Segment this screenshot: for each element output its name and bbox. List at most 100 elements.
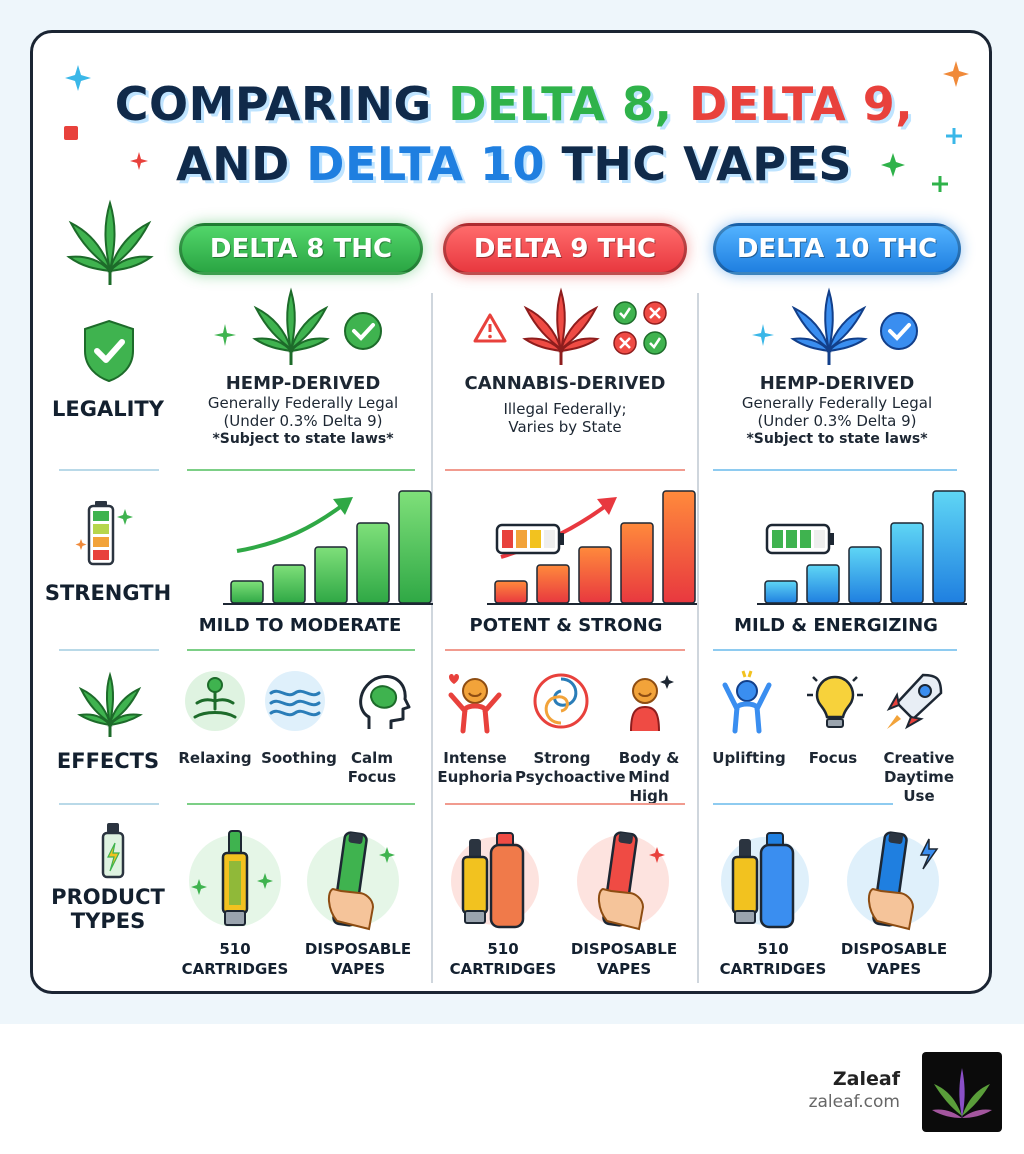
battery-cell xyxy=(814,530,825,548)
swirl-icon xyxy=(533,673,589,729)
sparkle-icon xyxy=(65,65,91,91)
product-label: DISPOSABLE VAPES xyxy=(304,940,412,978)
plus-decoration-icon xyxy=(932,176,948,192)
meditation-icon xyxy=(185,671,245,731)
cannabis-leaf-icon xyxy=(66,199,154,285)
strength-chart-delta-9 xyxy=(487,490,697,605)
disposable-vape-icon xyxy=(307,831,399,931)
strength-bar xyxy=(272,564,306,604)
rocket-icon xyxy=(886,673,943,730)
legality-text-delta-9: CANNABIS-DERIVED Illegal Federally; Vari… xyxy=(445,373,685,436)
strength-label-delta-10: MILD & ENERGIZING xyxy=(734,615,938,636)
sparkle-icon xyxy=(943,61,969,87)
battery-cap xyxy=(829,533,834,545)
product-label: 510 CARTRIDGES xyxy=(449,940,557,978)
sparkle-icon xyxy=(881,153,905,177)
row-divider xyxy=(445,803,685,805)
uplifting-person-icon xyxy=(722,670,772,734)
sparkle-icon xyxy=(130,152,148,170)
effect-label: Strong Psychoactive xyxy=(515,749,626,786)
cannabis-leaf-icon xyxy=(252,287,330,365)
legality-line: (Under 0.3% Delta 9) xyxy=(223,412,383,430)
title-part: COMPARING xyxy=(114,77,449,131)
sparkle-icon xyxy=(214,324,236,346)
cartridge-icon xyxy=(451,832,539,929)
sparkle-icon xyxy=(752,324,774,346)
row-divider xyxy=(187,649,415,651)
title-line-2: AND DELTA 10 THC VAPES xyxy=(33,137,989,191)
strength-bar xyxy=(764,580,798,604)
plus-decoration-icon xyxy=(946,128,962,144)
strength-bar xyxy=(536,564,570,604)
battery-cell xyxy=(800,530,811,548)
effect-label: Focus xyxy=(808,749,858,767)
legality-text-delta-8: HEMP-DERIVED Generally Federally Legal (… xyxy=(183,373,423,448)
effect-label: Calm Focus xyxy=(347,749,397,786)
strength-bar xyxy=(398,490,432,604)
row-divider xyxy=(445,469,685,471)
battery-cell xyxy=(786,530,797,548)
legality-text-delta-10: HEMP-DERIVED Generally Federally Legal (… xyxy=(717,373,957,448)
column-divider xyxy=(431,293,433,983)
row-divider xyxy=(713,469,957,471)
strength-bar xyxy=(806,564,840,604)
row-label-legality: LEGALITY xyxy=(52,397,164,421)
row-label-products-line: PRODUCT xyxy=(51,885,165,909)
head-brain-icon xyxy=(359,675,411,729)
title-part: THC VAPES xyxy=(561,137,853,191)
battery-cap xyxy=(559,533,564,545)
happy-person-icon xyxy=(448,674,502,734)
strength-bar xyxy=(848,546,882,604)
footer: Zaleaf zaleaf.com xyxy=(0,1024,1024,1154)
trend-arrow xyxy=(236,503,345,553)
battery-icon xyxy=(75,501,133,566)
legality-line: Generally Federally Legal xyxy=(207,394,399,412)
title-part: DELTA 9, xyxy=(689,77,914,131)
product-label: 510 CARTRIDGES xyxy=(719,940,827,978)
strength-bar xyxy=(494,580,528,604)
legality-title: CANNABIS-DERIVED xyxy=(464,373,666,394)
row-divider xyxy=(59,649,159,651)
legality-title: HEMP-DERIVED xyxy=(225,373,381,394)
strength-bar xyxy=(230,580,264,604)
checkmark-circle-icon xyxy=(880,312,918,350)
brand-logo[interactable] xyxy=(922,1052,1002,1132)
product-label: DISPOSABLE VAPES xyxy=(840,940,948,978)
row-divider xyxy=(187,803,415,805)
strength-bar xyxy=(356,522,390,604)
title-part: AND xyxy=(175,137,307,191)
legality-line: Illegal Federally; xyxy=(503,400,627,418)
brand-url[interactable]: zaleaf.com xyxy=(808,1092,900,1112)
tab-delta-8: DELTA 8 THC xyxy=(179,223,423,275)
effect-label: Uplifting xyxy=(712,749,786,767)
battery-cell xyxy=(516,530,527,548)
body-mind-icon xyxy=(630,675,674,732)
cannabis-leaf-icon xyxy=(790,287,868,365)
row-label-effects: EFFECTS xyxy=(56,749,160,773)
battery-cell xyxy=(544,530,555,548)
product-label: 510 CARTRIDGES xyxy=(181,940,289,978)
row-divider xyxy=(445,649,685,651)
brand-name[interactable]: Zaleaf xyxy=(832,1068,900,1090)
cannabis-leaf-icon xyxy=(522,287,600,365)
strength-label-delta-9: POTENT & STRONG xyxy=(469,615,663,636)
tab-delta-9: DELTA 9 THC xyxy=(443,223,687,275)
strength-bar xyxy=(620,522,654,604)
row-divider xyxy=(187,469,415,471)
title-line-1: COMPARING DELTA 8, DELTA 9, xyxy=(33,77,989,131)
row-label-strength: STRENGTH xyxy=(44,581,172,605)
shield-check-icon xyxy=(84,319,134,383)
legality-note: *Subject to state laws* xyxy=(212,431,394,447)
infographic-card: COMPARING DELTA 8, DELTA 9, AND DELTA 10… xyxy=(30,30,992,994)
title-part: DELTA 10 xyxy=(306,137,562,191)
strength-bar xyxy=(890,522,924,604)
state-status-icons xyxy=(613,301,667,355)
disposable-vape-icon xyxy=(577,831,669,931)
row-label-products-line: TYPES xyxy=(70,909,146,933)
row-divider xyxy=(713,803,893,805)
strength-chart-delta-8 xyxy=(223,490,433,605)
lightbulb-icon xyxy=(807,675,863,728)
legality-note: *Subject to state laws* xyxy=(746,431,928,447)
strength-chart-delta-10 xyxy=(757,490,967,605)
disposable-vape-icon xyxy=(847,831,939,931)
